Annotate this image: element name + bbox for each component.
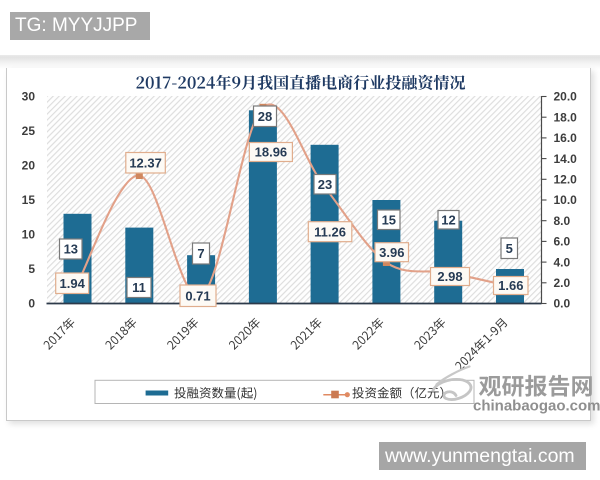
svg-text:3.96: 3.96 [379, 245, 404, 260]
svg-text:23: 23 [318, 177, 332, 192]
svg-text:10.0: 10.0 [554, 193, 578, 207]
svg-text:18.0: 18.0 [554, 110, 578, 124]
svg-text:6.0: 6.0 [554, 235, 571, 249]
svg-text:4.0: 4.0 [554, 255, 571, 269]
svg-text:11.26: 11.26 [314, 224, 346, 239]
svg-text:0: 0 [28, 297, 35, 311]
svg-text:12: 12 [441, 212, 455, 227]
svg-text:chinabaogao.com: chinabaogao.com [473, 398, 600, 415]
svg-text:2.0: 2.0 [554, 276, 571, 290]
svg-text:1.94: 1.94 [60, 276, 86, 291]
svg-text:5: 5 [28, 262, 35, 276]
svg-text:12.0: 12.0 [554, 173, 578, 187]
svg-text:13: 13 [64, 242, 78, 257]
svg-text:7: 7 [197, 246, 204, 261]
svg-text:20: 20 [22, 159, 36, 173]
svg-text:0.71: 0.71 [185, 288, 210, 303]
svg-text:2.98: 2.98 [437, 269, 462, 284]
svg-text:5: 5 [506, 241, 513, 256]
svg-text:0.0: 0.0 [554, 297, 571, 311]
svg-text:15: 15 [382, 212, 396, 227]
svg-text:30: 30 [22, 90, 36, 104]
svg-text:20.0: 20.0 [554, 90, 578, 104]
svg-text:18.96: 18.96 [255, 145, 288, 160]
svg-text:15: 15 [22, 193, 36, 207]
svg-text:1.66: 1.66 [498, 278, 523, 293]
svg-text:10: 10 [22, 228, 36, 242]
svg-text:25: 25 [22, 124, 36, 138]
svg-text:11: 11 [132, 280, 146, 295]
svg-text:12.37: 12.37 [129, 155, 162, 170]
svg-text:28: 28 [258, 109, 272, 124]
svg-text:16.0: 16.0 [554, 131, 578, 145]
svg-text:8.0: 8.0 [554, 214, 571, 228]
svg-text:14.0: 14.0 [554, 152, 578, 166]
